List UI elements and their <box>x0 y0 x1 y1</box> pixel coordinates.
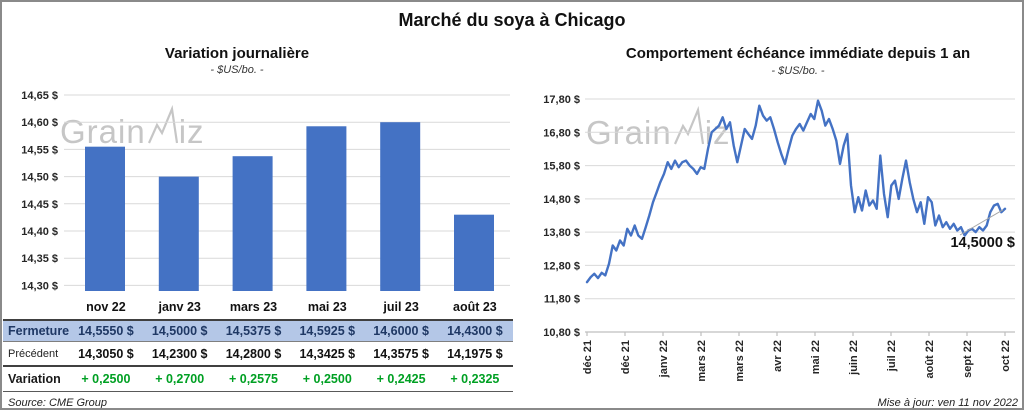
y-tick-label: 14,65 $ <box>21 90 58 102</box>
y-tick-label: 14,80 $ <box>543 194 580 206</box>
bar-chart-title: Variation journalière <box>164 45 310 62</box>
row-label: Variation <box>8 372 61 386</box>
variation-value: + 0,2575 <box>228 372 278 386</box>
annotation-leader-line <box>959 209 1004 236</box>
x-tick-label: mai 22 <box>810 340 822 374</box>
column-header: mars 23 <box>229 300 278 314</box>
column-header: mai 23 <box>307 300 347 314</box>
close-value: 14,4300 $ <box>447 324 503 338</box>
watermark-text-grain: Grain <box>60 113 146 150</box>
watermark-zigzag-icon <box>147 105 178 144</box>
column-header: nov 22 <box>86 300 126 314</box>
column-header: juil 23 <box>383 300 419 314</box>
bar <box>158 176 199 291</box>
y-tick-label: 14,55 $ <box>21 144 58 156</box>
bar <box>85 146 125 291</box>
bar <box>232 156 273 291</box>
daily-variation-panel: Variation journalière - $US/bo. - Grain … <box>2 2 514 409</box>
bar-chart: 14,65 $ 14,60 $ 14,55 $ 14,50 $ 14,45 $ 14,40… <box>21 90 510 292</box>
line-chart-title: Comportement échéance immédiate depuis 1… <box>625 45 971 62</box>
bar <box>454 214 494 291</box>
bar <box>380 122 421 291</box>
line-chart: 17,80 $ 16,80 $ 15,80 $ 14,80 $ 13,80 $ 12,80… <box>543 94 1015 382</box>
close-value: 14,5550 $ <box>78 324 134 338</box>
variation-value: + 0,2325 <box>450 372 500 386</box>
previous-value: 14,2800 $ <box>225 346 282 361</box>
bar <box>306 126 347 291</box>
variation-value: + 0,2700 <box>155 372 205 386</box>
previous-value: 14,1975 $ <box>447 346 503 361</box>
price-table: nov 22 janv 23 mars 23 mai 23 juil 23 août 23… <box>3 295 513 392</box>
y-tick-label: 10,80 $ <box>543 327 580 339</box>
row-label: Fermeture <box>8 324 70 338</box>
x-tick-label: déc 21 <box>620 340 632 374</box>
variation-value: + 0,2425 <box>376 372 426 386</box>
line-chart-subtitle: - $US/bo. - <box>771 65 825 77</box>
close-value: 14,6000 $ <box>373 324 429 338</box>
previous-value: 14,3575 $ <box>373 346 429 361</box>
y-tick-label: 12,80 $ <box>543 260 580 272</box>
x-tick-label: sept 22 <box>962 340 974 378</box>
table-header-row: nov 22 janv 23 mars 23 mai 23 juil 23 août 23 <box>3 295 513 319</box>
y-tick-label: 14,45 $ <box>21 199 58 211</box>
source-note: Source: CME Group <box>8 397 108 409</box>
x-tick-label: avr 22 <box>772 340 784 372</box>
row-label: Précédent <box>8 347 59 360</box>
column-header: janv 23 <box>158 300 201 314</box>
y-tick-label: 13,80 $ <box>543 227 580 239</box>
x-tick-label: déc 21 <box>582 340 594 374</box>
x-tick-label: août 22 <box>924 340 936 379</box>
close-value: 14,5000 $ <box>151 324 208 338</box>
y-tick-label: 16,80 $ <box>543 127 580 139</box>
y-tick-label: 14,40 $ <box>21 226 58 238</box>
column-header: août 23 <box>453 300 497 314</box>
y-tick-label: 11,80 $ <box>544 294 580 306</box>
watermark-text-iz: iz <box>178 113 205 150</box>
y-tick-label: 14,30 $ <box>21 280 58 292</box>
x-tick-label: janv 22 <box>658 340 670 378</box>
previous-value: 14,2300 $ <box>151 346 208 361</box>
price-line <box>585 99 1007 284</box>
front-month-panel: Comportement échéance immédiate depuis 1… <box>514 2 1022 409</box>
last-price-annotation: 14,5000 $ <box>950 235 1015 251</box>
previous-value: 14,3050 $ <box>78 346 134 361</box>
y-tick-label: 15,80 $ <box>543 161 580 173</box>
x-tick-label: juin 22 <box>848 340 860 376</box>
y-tick-label: 14,35 $ <box>21 253 58 265</box>
table-row-close: Fermeture 14,5550 $ 14,5000 $ 14,5375 $ 14,5… <box>3 319 513 342</box>
bar-chart-subtitle: - $US/bo. - <box>210 64 264 76</box>
variation-value: + 0,2500 <box>302 372 352 386</box>
close-value: 14,5925 $ <box>299 324 356 338</box>
x-tick-label: juil 22 <box>886 340 898 372</box>
page-title: Marché du soya à Chicago <box>398 10 626 30</box>
x-tick-label: mars 22 <box>696 340 708 382</box>
y-tick-label: 14,50 $ <box>21 172 58 184</box>
table-row-previous: Précédent 14,3050 $ 14,2300 $ 14,2800 $ 14,3… <box>3 342 513 367</box>
updated-note: Mise à jour: ven 11 nov 2022 <box>877 397 1018 409</box>
grainwiz-watermark: Grain iz <box>60 105 205 148</box>
table-row-variation: Variation + 0,2500 + 0,2700 + 0,2575 + 0,250… <box>3 367 513 392</box>
close-value: 14,5375 $ <box>225 324 282 338</box>
x-tick-label: oct 22 <box>1000 340 1012 372</box>
previous-value: 14,3425 $ <box>299 346 356 361</box>
x-tick-label: mars 22 <box>734 340 746 382</box>
variation-value: + 0,2500 <box>81 372 131 386</box>
y-tick-label: 17,80 $ <box>543 94 580 106</box>
y-tick-label: 14,60 $ <box>21 117 58 129</box>
